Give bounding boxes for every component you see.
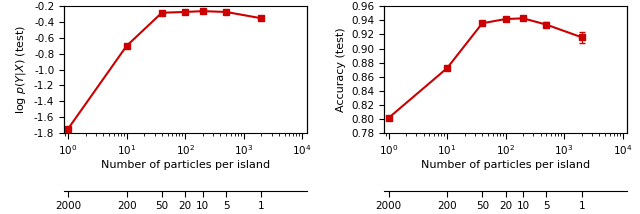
- Y-axis label: Accuracy (test): Accuracy (test): [336, 27, 346, 112]
- X-axis label: Number of particles per island: Number of particles per island: [421, 160, 590, 170]
- Y-axis label: log $p(Y|X)$ (test): log $p(Y|X)$ (test): [14, 25, 28, 114]
- X-axis label: Number of particles per island: Number of particles per island: [101, 160, 270, 170]
